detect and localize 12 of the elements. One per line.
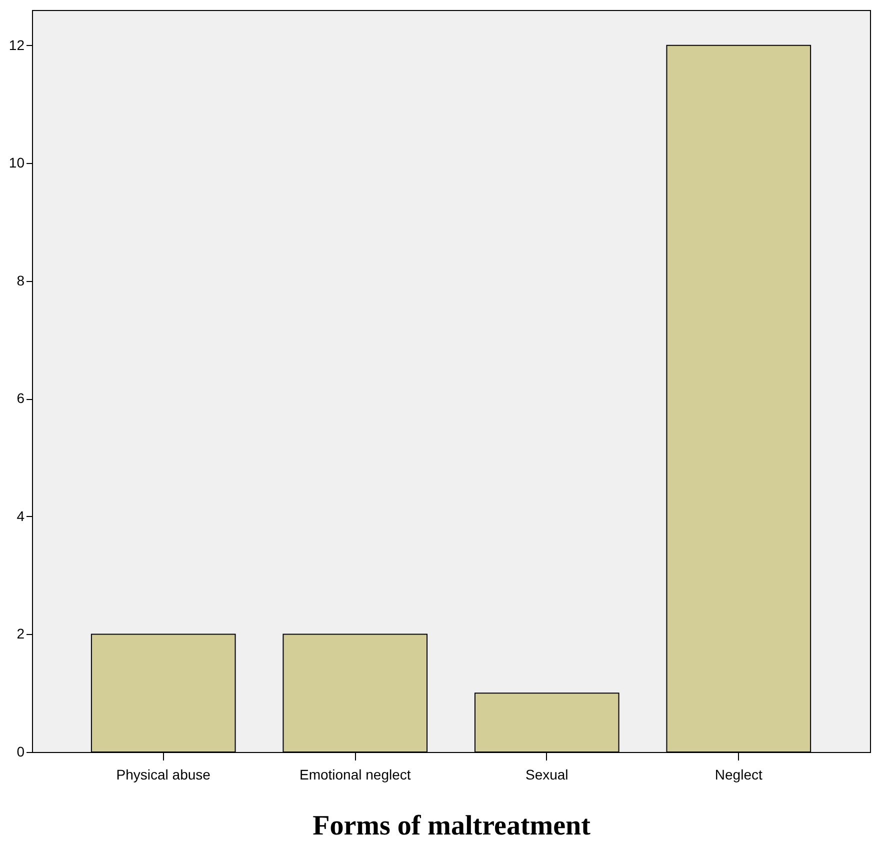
- x-tick-label: Physical abuse: [116, 766, 211, 782]
- y-tick-label: 12: [8, 36, 25, 53]
- y-tick-label: 8: [16, 272, 25, 288]
- x-tick-label: Sexual: [525, 766, 568, 782]
- y-tick-label: 4: [16, 508, 25, 524]
- x-tick-label: Neglect: [714, 766, 762, 782]
- y-tick-label: 6: [16, 390, 25, 406]
- y-tick-label: 0: [16, 744, 25, 760]
- x-axis-title: Forms of maltreatment: [312, 810, 592, 842]
- x-tick-label: Emotional neglect: [299, 766, 411, 782]
- y-tick-label: 2: [16, 626, 25, 642]
- y-tick-label: 10: [8, 154, 25, 171]
